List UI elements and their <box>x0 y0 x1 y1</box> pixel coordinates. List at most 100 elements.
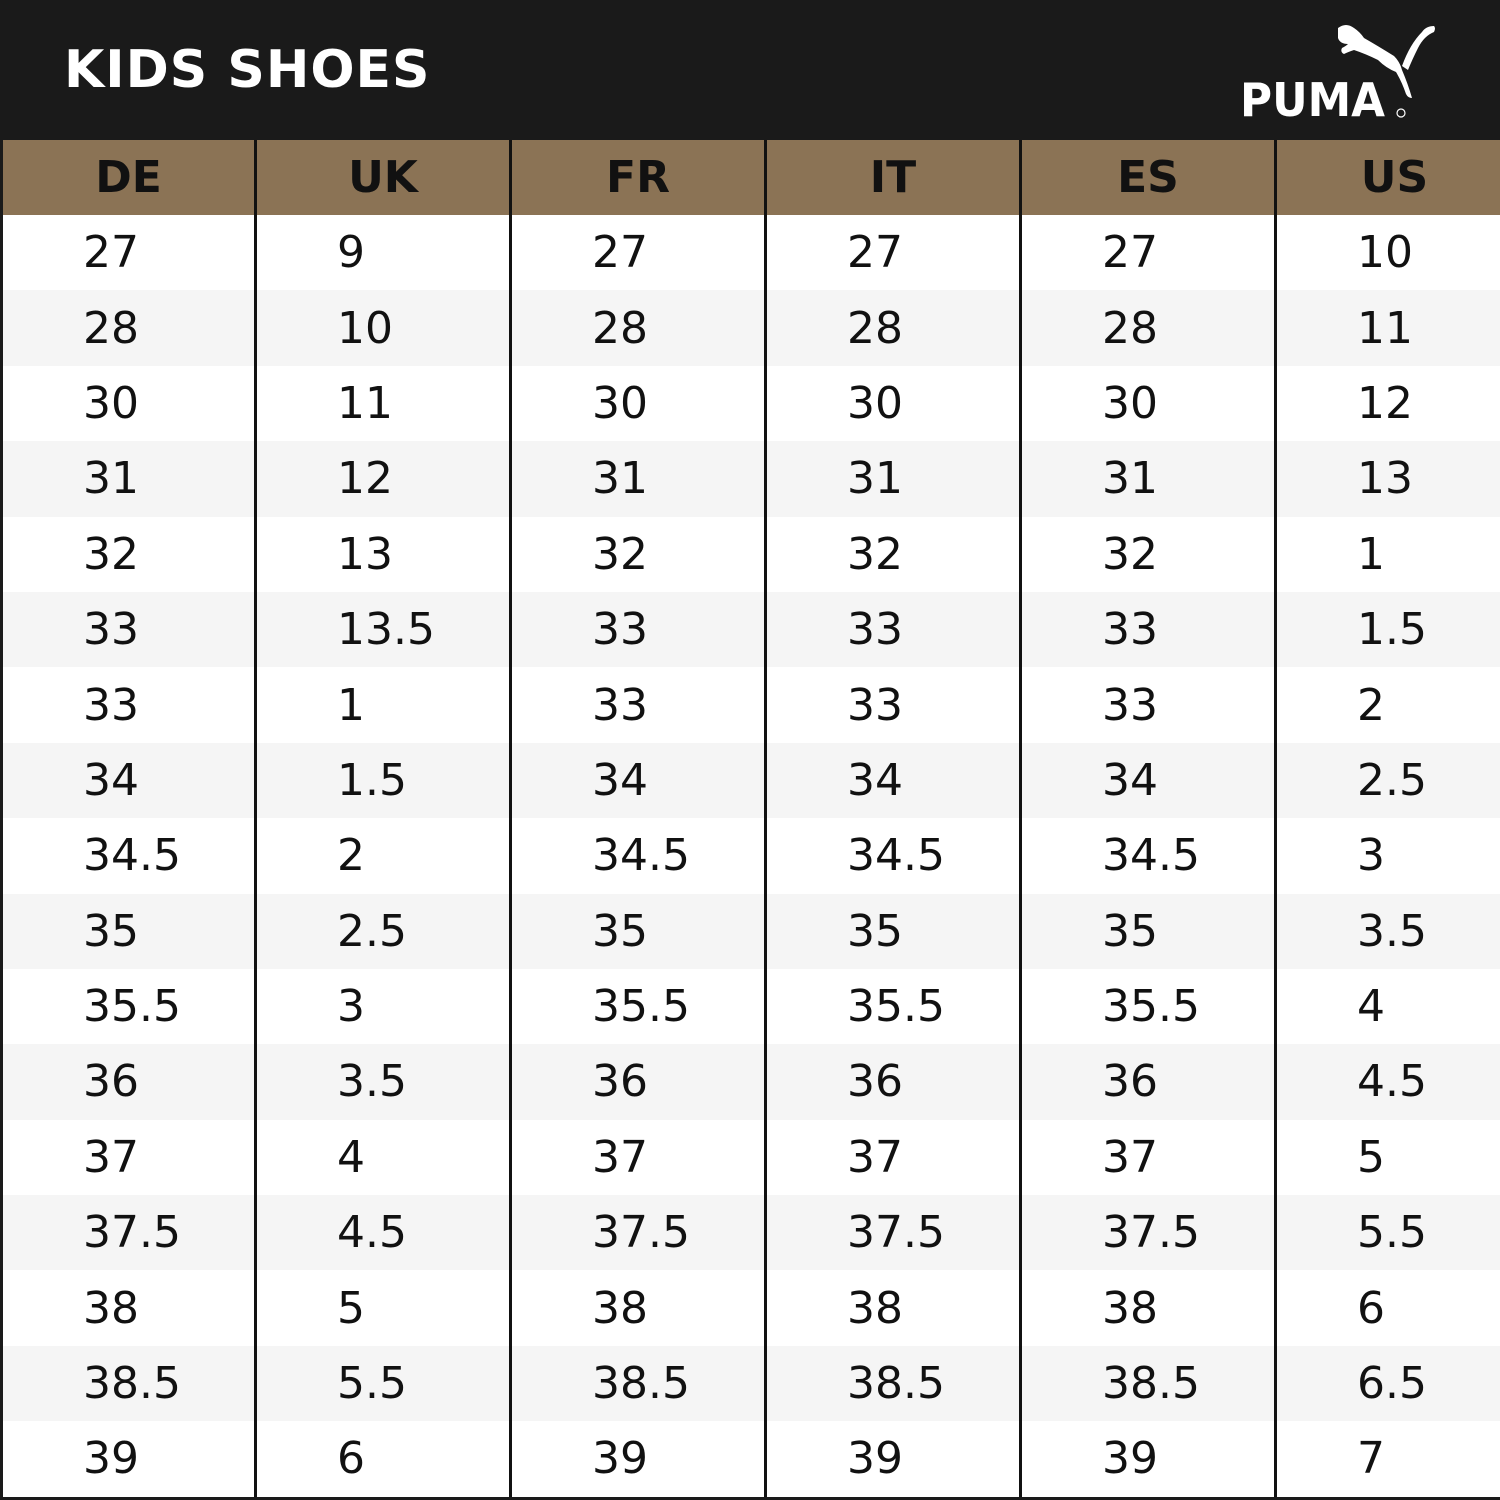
table-cell: 38 <box>3 1270 254 1346</box>
table-cell: 31 <box>767 441 1019 517</box>
table-cell: 35.5 <box>767 968 1019 1045</box>
table-cell: 27 <box>512 215 764 291</box>
puma-cat-icon <box>1338 25 1412 98</box>
table-cell: 28 <box>767 290 1019 366</box>
column-header: ES <box>1022 140 1274 215</box>
table-cell: 5 <box>1277 1119 1500 1196</box>
table-cell: 33 <box>3 667 254 743</box>
table-cell: 10 <box>257 290 509 366</box>
puma-tail-icon <box>1402 26 1435 70</box>
table-cell: 34 <box>512 742 764 819</box>
puma-logo: PUMA <box>1240 25 1435 123</box>
table-cell: 2 <box>257 818 509 894</box>
table-cell: 5 <box>257 1270 509 1346</box>
table-cell: 33 <box>1022 667 1274 743</box>
table-cell: 35 <box>1022 893 1274 969</box>
table-cell: 33 <box>512 591 764 668</box>
header-bar: KIDS SHOES PUMA <box>0 0 1500 140</box>
table-cell: 3.5 <box>257 1044 509 1120</box>
table-cell: 28 <box>3 290 254 366</box>
column-header: FR <box>512 140 764 215</box>
table-cell: 35 <box>512 893 764 969</box>
table-cell: 3 <box>1277 818 1500 894</box>
table-cell: 37 <box>512 1119 764 1196</box>
table-cell: 37 <box>3 1119 254 1196</box>
table-cell: 37.5 <box>3 1195 254 1271</box>
table-cell: 9 <box>257 215 509 291</box>
table-cell: 30 <box>767 365 1019 442</box>
table-cell: 1 <box>1277 516 1500 592</box>
table-cell: 35.5 <box>512 968 764 1045</box>
table-cell: 32 <box>1022 516 1274 592</box>
table-cell: 31 <box>512 441 764 517</box>
table-cell: 27 <box>767 215 1019 291</box>
size-chart-table: DE 27 28 30 31 32 33 33 34 34.5 35 35.5 36 37 37.5 38 38… <box>3 140 1500 1497</box>
table-cell: 12 <box>1277 365 1500 442</box>
table-cell: 34 <box>3 742 254 819</box>
table-cell: 33 <box>767 667 1019 743</box>
table-cell: 38 <box>512 1270 764 1346</box>
table-cell: 34 <box>1022 742 1274 819</box>
table-cell: 4.5 <box>257 1195 509 1271</box>
table-cell: 28 <box>512 290 764 366</box>
table-cell: 4 <box>257 1119 509 1196</box>
table-cell: 13 <box>257 516 509 592</box>
table-cell: 37.5 <box>767 1195 1019 1271</box>
table-cell: 2.5 <box>1277 742 1500 819</box>
table-cell: 37 <box>767 1119 1019 1196</box>
column-de: DE 27 28 30 31 32 33 33 34 34.5 35 35.5 36 37 37.5 38 38… <box>3 140 254 1497</box>
table-cell: 1.5 <box>1277 591 1500 668</box>
table-cell: 5.5 <box>257 1345 509 1422</box>
table-cell: 39 <box>767 1421 1019 1497</box>
column-header: IT <box>767 140 1019 215</box>
table-cell: 37.5 <box>512 1195 764 1271</box>
table-cell: 33 <box>1022 591 1274 668</box>
table-cell: 3 <box>257 968 509 1045</box>
table-cell: 13.5 <box>257 591 509 668</box>
table-cell: 36 <box>767 1044 1019 1120</box>
table-cell: 27 <box>1022 215 1274 291</box>
table-cell: 33 <box>512 667 764 743</box>
table-cell: 39 <box>1022 1421 1274 1497</box>
table-cell: 35 <box>767 893 1019 969</box>
table-cell: 30 <box>3 365 254 442</box>
table-cell: 33 <box>767 591 1019 668</box>
table-cell: 6 <box>257 1421 509 1497</box>
column-fr: FR 27 28 30 31 32 33 33 34 34.5 35 35.5 36 37 37.5 38 38… <box>512 140 764 1497</box>
column-us: US 10 11 12 13 1 1.5 2 2.5 3 3.5 4 4.5 5 5.5 6 6.5 7 <box>1277 140 1500 1497</box>
table-cell: 6 <box>1277 1270 1500 1346</box>
table-cell: 32 <box>3 516 254 592</box>
table-cell: 34.5 <box>512 818 764 894</box>
column-header: DE <box>3 140 254 215</box>
table-cell: 38.5 <box>512 1345 764 1422</box>
table-cell: 11 <box>257 365 509 442</box>
table-cell: 38.5 <box>767 1345 1019 1422</box>
table-cell: 2.5 <box>257 893 509 969</box>
table-cell: 35.5 <box>3 968 254 1045</box>
column-it: IT 27 28 30 31 32 33 33 34 34.5 35 35.5 36 37 37.5 38 38… <box>767 140 1019 1497</box>
table-cell: 4.5 <box>1277 1044 1500 1120</box>
table-cell: 5.5 <box>1277 1195 1500 1271</box>
table-cell: 27 <box>3 215 254 291</box>
table-cell: 2 <box>1277 667 1500 743</box>
column-es: ES 27 28 30 31 32 33 33 34 34.5 35 35.5 36 37 37.5 38 38… <box>1022 140 1274 1497</box>
table-cell: 28 <box>1022 290 1274 366</box>
table-cell: 11 <box>1277 290 1500 366</box>
table-cell: 35.5 <box>1022 968 1274 1045</box>
table-cell: 32 <box>512 516 764 592</box>
brand-wordmark: PUMA <box>1240 73 1385 123</box>
table-cell: 3.5 <box>1277 893 1500 969</box>
table-cell: 38 <box>1022 1270 1274 1346</box>
table-cell: 34.5 <box>1022 818 1274 894</box>
table-cell: 35 <box>3 893 254 969</box>
table-cell: 39 <box>512 1421 764 1497</box>
table-cell: 36 <box>3 1044 254 1120</box>
table-cell: 33 <box>3 591 254 668</box>
table-cell: 34 <box>767 742 1019 819</box>
table-cell: 37 <box>1022 1119 1274 1196</box>
table-cell: 1.5 <box>257 742 509 819</box>
table-cell: 1 <box>257 667 509 743</box>
table-cell: 4 <box>1277 968 1500 1045</box>
table-cell: 13 <box>1277 441 1500 517</box>
table-cell: 34.5 <box>767 818 1019 894</box>
